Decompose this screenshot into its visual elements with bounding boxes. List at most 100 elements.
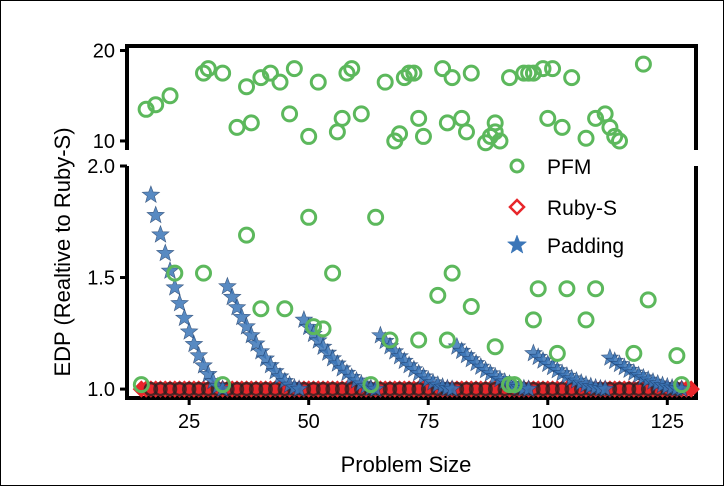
pfm-baseline-point	[621, 381, 637, 397]
pfm-point	[544, 60, 562, 78]
pfm-point	[577, 129, 595, 147]
axes: 10 20 1.0 1.5 2.0 25 50 75 100 125	[87, 41, 698, 433]
pfm-point	[343, 60, 361, 78]
pfm-baseline-point	[239, 381, 254, 397]
padding-point	[227, 297, 247, 316]
padding-point	[543, 357, 562, 376]
pfm-point	[381, 331, 399, 349]
padding-point	[619, 360, 639, 378]
pfm-point	[238, 226, 256, 244]
pfm-baseline-point	[382, 381, 398, 397]
pfm-point	[395, 69, 413, 87]
pfm-baseline-point	[172, 381, 187, 397]
padding-point	[141, 185, 161, 203]
pfm-point	[410, 331, 428, 349]
pfm-point	[166, 264, 184, 282]
pfm-point	[261, 64, 279, 82]
pfm-point	[462, 64, 480, 82]
pfm-point	[137, 100, 155, 118]
padding-point	[151, 224, 170, 243]
x-tick-label: 50	[298, 411, 320, 433]
pfm-point	[333, 109, 351, 127]
pfm-point	[285, 60, 303, 78]
pfm-baseline-point	[162, 381, 178, 397]
pfm-point	[558, 280, 576, 298]
pfm-baseline-point	[487, 381, 503, 397]
padding-point	[251, 341, 271, 360]
x-axis-label: Problem Size	[341, 452, 472, 477]
x-tick-label: 125	[651, 411, 684, 433]
padding-point	[170, 293, 190, 312]
padding-point	[442, 379, 462, 398]
pfm-point	[534, 60, 552, 78]
pfm-baseline-point	[612, 381, 627, 397]
legend-padding-symbol	[506, 234, 528, 254]
pfm-baseline-point	[459, 381, 474, 397]
padding-point	[418, 369, 438, 388]
pfm-point	[214, 376, 232, 394]
pfm-point	[505, 376, 523, 394]
y-axis-label: EDP (Realtive to Ruby-S)	[50, 127, 75, 376]
pfm-point	[271, 73, 289, 91]
padding-point	[198, 364, 218, 383]
pfm-point	[639, 291, 657, 309]
x-tick-label: 75	[417, 411, 439, 433]
pfm-baseline-point	[478, 381, 493, 397]
padding-point	[232, 307, 252, 326]
pfm-baseline-point	[401, 381, 417, 397]
pfm-point	[610, 132, 628, 150]
pfm-point	[587, 109, 605, 127]
pfm-point	[352, 105, 370, 123]
padding-point	[347, 370, 366, 389]
padding-point	[351, 373, 371, 392]
pfm-baseline-point	[181, 381, 197, 397]
pfm-point	[195, 64, 213, 82]
pfm-point	[625, 344, 643, 362]
y-tick-label-lower: 1.0	[87, 379, 115, 401]
padding-point	[165, 277, 185, 296]
padding-point	[146, 205, 165, 224]
padding-point	[184, 334, 204, 353]
pfm-point	[391, 125, 409, 143]
pfm-point	[405, 64, 423, 82]
legend-pfm-symbol	[509, 158, 525, 174]
pfm-point	[252, 300, 270, 318]
pfm-point	[304, 318, 322, 336]
y-tick-label-upper: 10	[93, 131, 115, 153]
pfm-point	[410, 109, 428, 127]
pfm-point	[338, 64, 356, 82]
pfm-point	[434, 60, 452, 78]
pfm-point	[457, 123, 475, 141]
pfm-point	[634, 55, 652, 73]
padding-point	[614, 357, 634, 376]
pfm-point	[161, 87, 179, 105]
pfm-point	[486, 114, 504, 132]
pfm-point	[362, 376, 380, 394]
pfm-point	[606, 127, 624, 145]
padding-point	[280, 375, 299, 393]
pfm-point	[453, 109, 471, 127]
padding-point	[485, 366, 505, 385]
padding-point	[155, 243, 175, 262]
padding-point	[610, 354, 629, 373]
pfm-point	[429, 286, 447, 304]
legend-ruby-s-symbol	[508, 198, 526, 216]
padding-point	[480, 363, 500, 382]
padding-point	[174, 308, 194, 327]
pfm-point	[491, 132, 509, 150]
padding-point	[241, 325, 261, 344]
padding-point	[557, 366, 577, 384]
padding-point	[595, 379, 615, 398]
padding-point	[246, 333, 266, 352]
pfm-point	[438, 114, 456, 132]
pfm-point	[242, 114, 260, 132]
pfm-baseline-point	[248, 381, 264, 397]
pfm-point	[553, 118, 571, 136]
pfm-point	[276, 300, 294, 318]
legend-pfm-label: PFM	[547, 156, 591, 179]
pfm-point	[486, 123, 504, 141]
pfm-point	[376, 73, 394, 91]
pfm-point	[238, 78, 256, 96]
padding-point	[189, 345, 209, 364]
pfm-point	[438, 331, 456, 349]
